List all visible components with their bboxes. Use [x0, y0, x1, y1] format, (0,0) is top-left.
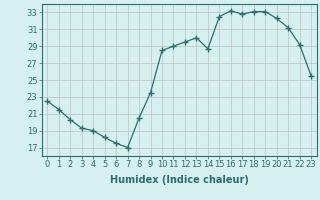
- X-axis label: Humidex (Indice chaleur): Humidex (Indice chaleur): [110, 175, 249, 185]
